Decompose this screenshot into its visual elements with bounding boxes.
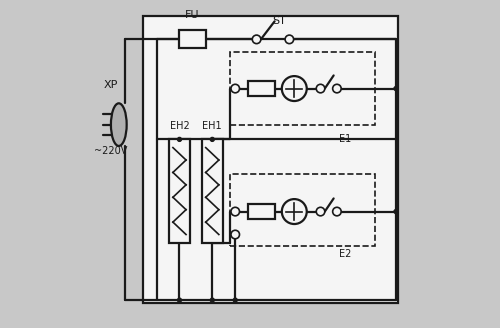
Bar: [180, 30, 206, 48]
Text: E1: E1: [338, 134, 351, 144]
Circle shape: [252, 35, 261, 44]
Circle shape: [332, 207, 341, 216]
Circle shape: [394, 87, 398, 91]
Circle shape: [231, 230, 239, 239]
Text: FU: FU: [186, 10, 200, 20]
Circle shape: [210, 137, 214, 141]
Text: XP: XP: [104, 80, 118, 90]
Circle shape: [178, 137, 182, 141]
Circle shape: [332, 84, 341, 93]
Text: ST: ST: [272, 16, 286, 26]
Bar: [248, 81, 274, 96]
Bar: [230, 174, 374, 246]
Text: EH2: EH2: [170, 121, 190, 131]
Bar: [248, 204, 274, 219]
Circle shape: [316, 84, 325, 93]
Text: E2: E2: [338, 249, 351, 259]
Circle shape: [234, 298, 237, 302]
Circle shape: [231, 207, 239, 216]
Circle shape: [178, 298, 182, 302]
Bar: [169, 139, 190, 243]
Circle shape: [285, 35, 294, 44]
Circle shape: [282, 76, 306, 101]
Ellipse shape: [111, 103, 126, 146]
Circle shape: [210, 298, 214, 302]
Text: EH1: EH1: [202, 121, 222, 131]
Circle shape: [282, 199, 306, 224]
Bar: [230, 52, 374, 125]
Circle shape: [316, 207, 325, 216]
Circle shape: [231, 84, 239, 93]
Bar: [202, 139, 223, 243]
Text: ~220V: ~220V: [94, 146, 128, 156]
Circle shape: [394, 210, 398, 214]
Bar: [144, 16, 398, 303]
